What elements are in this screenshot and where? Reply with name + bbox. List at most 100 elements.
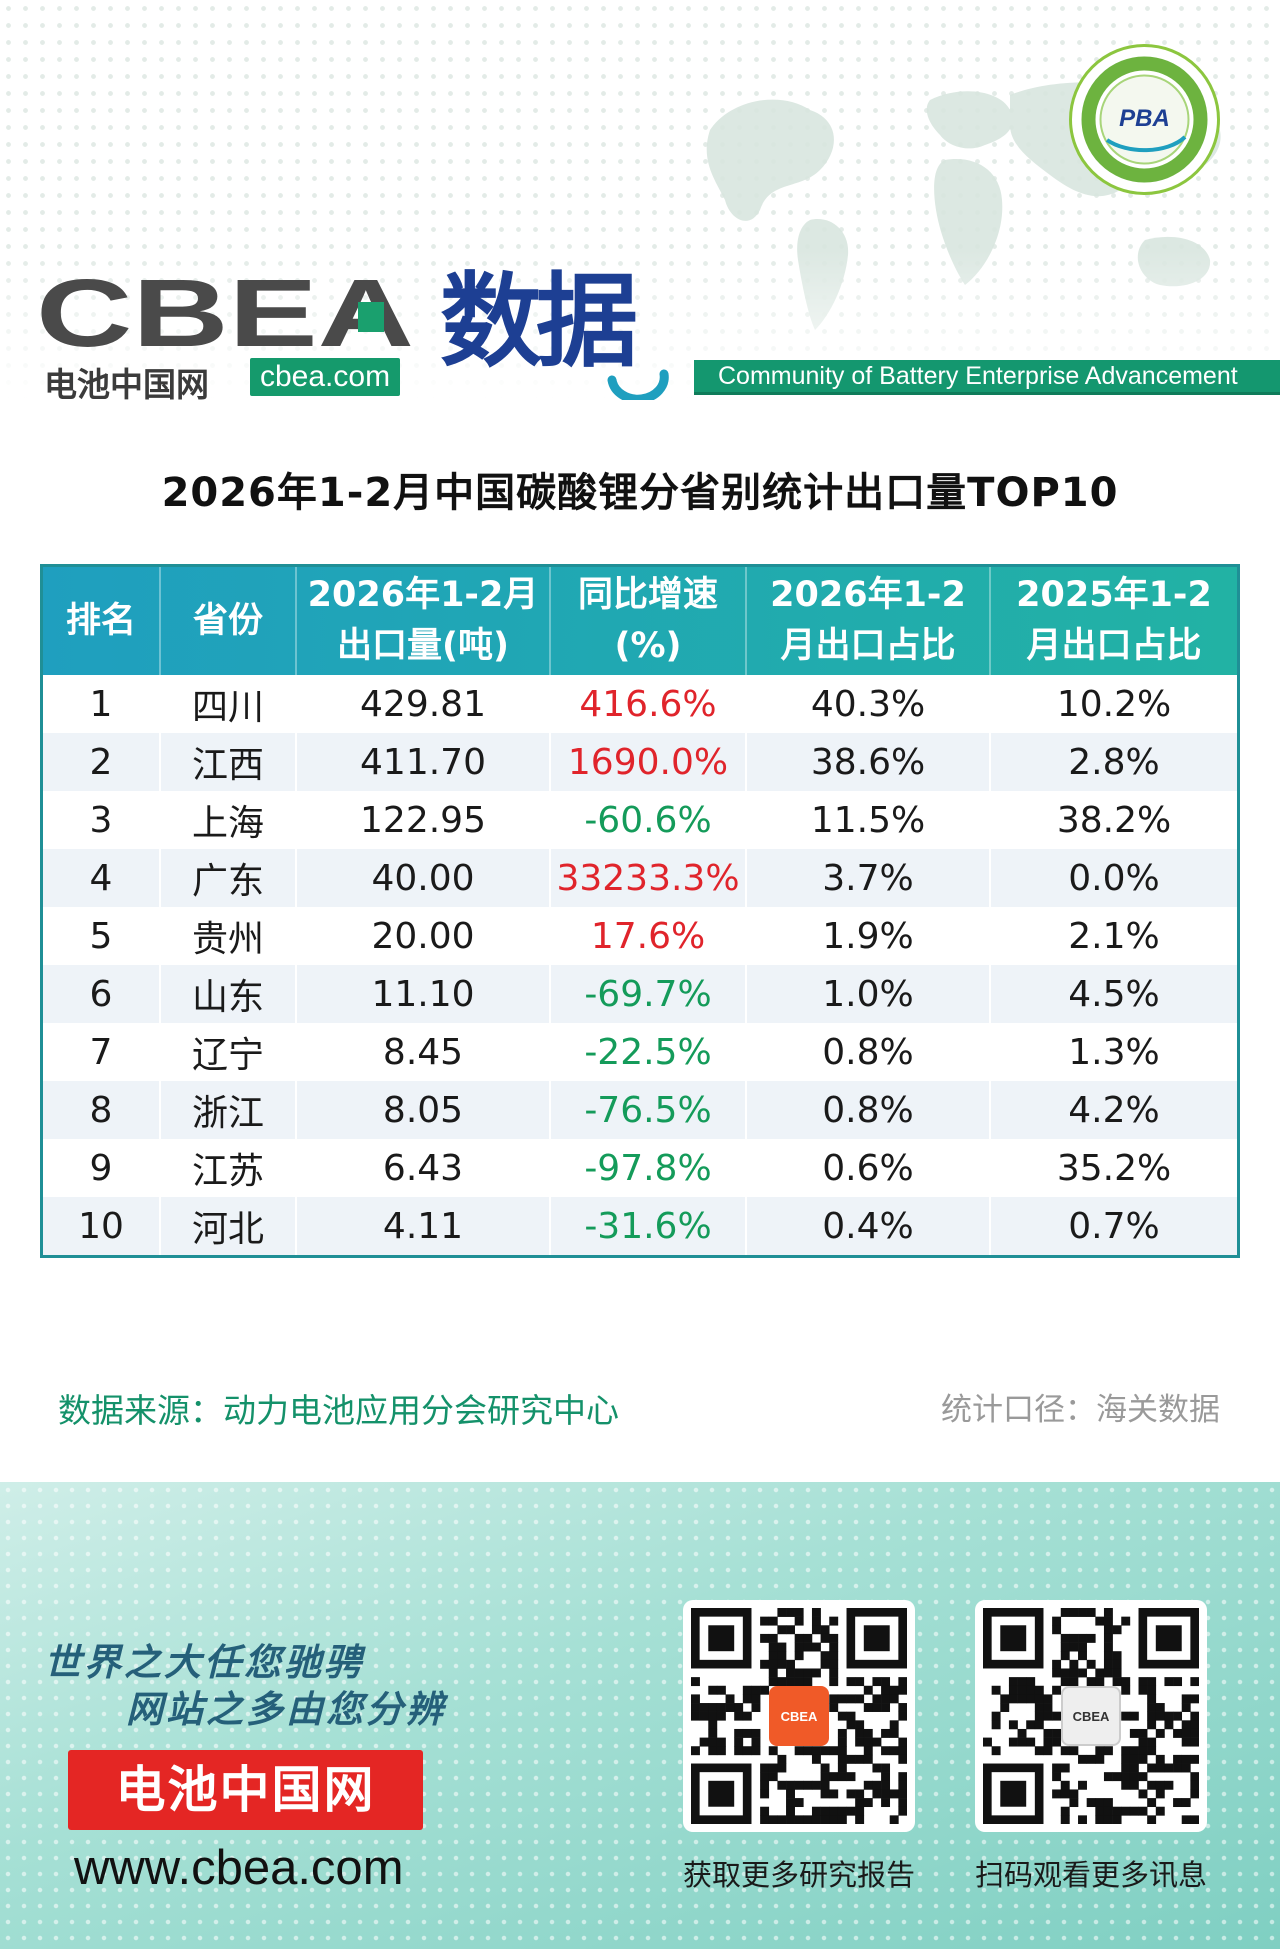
export-table: 排名 省份 2026年1-2月 出口量(吨) 同比增速 (%) 2026年1-2 月出…: [40, 564, 1240, 1258]
cell-share-2026: 1.9%: [747, 907, 991, 965]
cell-yoy: 1690.0%: [551, 733, 747, 791]
cell-province: 浙江: [161, 1081, 297, 1139]
qr-code-news[interactable]: CBEA: [975, 1600, 1207, 1832]
table-row: 3 上海 122.95 -60.6% 11.5% 38.2%: [43, 791, 1237, 849]
cell-share-2025: 4.2%: [1068, 1089, 1160, 1131]
cell-province: 上海: [161, 791, 297, 849]
pba-badge-logo: PBA: [1069, 44, 1220, 195]
footer-banner: 世界之大任您驰骋 网站之多由您分辨 电池中国网 www.cbea.com CBE…: [0, 1482, 1280, 1949]
cell-share-2025: 2.1%: [1068, 915, 1160, 957]
cell-yoy: -76.5%: [551, 1081, 747, 1139]
header-banner: PBA CBEA 电池中国网 cbea.com 数据 Community of …: [0, 0, 1280, 400]
cell-share-2026: 40.3%: [747, 675, 991, 733]
cell-share-2026: 0.8%: [747, 1081, 991, 1139]
community-underline: [694, 392, 1280, 395]
cell-rank: 3: [43, 791, 161, 849]
cell-province: 四川: [161, 675, 297, 733]
cell-province: 河北: [161, 1197, 297, 1255]
qr-center-logo: CBEA: [1061, 1686, 1121, 1746]
sub-brand-domain: cbea.com: [250, 358, 401, 396]
cell-share-2025: 0.7%: [1068, 1205, 1160, 1247]
cell-rank: 1: [43, 675, 161, 733]
cell-province: 江苏: [161, 1139, 297, 1197]
cell-share-2026: 11.5%: [747, 791, 991, 849]
table-row: 8 浙江 8.05 -76.5% 0.8% 4.2%: [43, 1081, 1237, 1139]
cbea-logo-wordmark: CBEA: [36, 274, 414, 354]
cell-rank: 8: [43, 1081, 161, 1139]
cell-rank: 7: [43, 1023, 161, 1081]
cell-share-2025: 35.2%: [1056, 1147, 1172, 1189]
page-title: 2026年1-2月中国碳酸锂分省别统计出口量TOP10: [161, 470, 1119, 516]
header-share-2025: 2025年1-2 月出口占比: [1016, 575, 1212, 666]
cell-province: 山东: [161, 965, 297, 1023]
cell-share-2025: 10.2%: [1056, 683, 1172, 725]
cell-export: 11.10: [297, 965, 551, 1023]
header-rank: 排名: [43, 567, 161, 675]
table-row: 4 广东 40.00 33233.3% 3.7% 0.0%: [43, 849, 1237, 907]
header-province: 省份: [161, 567, 297, 675]
footer-url[interactable]: www.cbea.com: [74, 1841, 404, 1895]
table-row: 9 江苏 6.43 -97.8% 0.6% 35.2%: [43, 1139, 1237, 1197]
data-source: 数据来源：动力电池应用分会研究中心: [58, 1391, 619, 1430]
cell-share-2025: 1.3%: [1068, 1031, 1160, 1073]
qr-code-reports[interactable]: CBEA: [683, 1600, 915, 1832]
table-body: 1 四川 429.81 416.6% 40.3% 10.2% 2 江西 411.70 1690.…: [43, 675, 1237, 1255]
cell-export: 8.05: [297, 1081, 551, 1139]
table-row: 5 贵州 20.00 17.6% 1.9% 2.1%: [43, 907, 1237, 965]
qr-caption-news: 扫码观看更多讯息: [974, 1858, 1207, 1892]
header-share-2026: 2026年1-2 月出口占比: [747, 567, 991, 675]
qr-code-pattern: [983, 1608, 1199, 1824]
cbea-logo-text: CBEA: [36, 274, 414, 354]
data-wordmark: 数据: [440, 263, 638, 382]
cell-yoy: -22.5%: [551, 1023, 747, 1081]
cell-share-2025: 4.5%: [1068, 973, 1160, 1015]
cell-rank: 6: [43, 965, 161, 1023]
cell-province: 广东: [161, 849, 297, 907]
table-row: 2 江西 411.70 1690.0% 38.6% 2.8%: [43, 733, 1237, 791]
cell-yoy: 17.6%: [551, 907, 747, 965]
cell-share-2025: 38.2%: [1056, 799, 1172, 841]
cell-province: 辽宁: [161, 1023, 297, 1081]
cell-province: 江西: [161, 733, 297, 791]
cell-export: 6.43: [297, 1139, 551, 1197]
sub-brand-name: 电池中国网: [44, 366, 209, 400]
cell-export: 8.45: [297, 1023, 551, 1081]
cell-share-2025: 0.0%: [1068, 857, 1160, 899]
header-export-volume: 2026年1-2月 出口量(吨): [297, 567, 551, 675]
cell-export: 20.00: [297, 907, 551, 965]
cell-yoy: -60.6%: [551, 791, 747, 849]
cell-yoy: -69.7%: [551, 965, 747, 1023]
table-row: 7 辽宁 8.45 -22.5% 0.8% 1.3%: [43, 1023, 1237, 1081]
cell-share-2026: 3.7%: [747, 849, 991, 907]
cell-export: 4.11: [297, 1197, 551, 1255]
cell-export: 411.70: [297, 733, 551, 791]
cell-rank: 4: [43, 849, 161, 907]
cell-yoy: -97.8%: [551, 1139, 747, 1197]
table-row: 1 四川 429.81 416.6% 40.3% 10.2%: [43, 675, 1237, 733]
qr-caption-reports: 获取更多研究报告: [682, 1858, 915, 1892]
cell-yoy: -31.6%: [551, 1197, 747, 1255]
cell-share-2026: 0.8%: [747, 1023, 991, 1081]
cell-export: 40.00: [297, 849, 551, 907]
table-header-row: 排名 省份 2026年1-2月 出口量(吨) 同比增速 (%) 2026年1-2 月出…: [43, 567, 1237, 675]
slogan-line-1: 世界之大任您驰骋: [44, 1641, 364, 1684]
cell-province: 贵州: [161, 907, 297, 965]
cell-rank: 2: [43, 733, 161, 791]
table-row: 10 河北 4.11 -31.6% 0.4% 0.7%: [43, 1197, 1237, 1255]
cell-export: 122.95: [297, 791, 551, 849]
cell-share-2026: 0.4%: [747, 1197, 991, 1255]
community-banner: Community of Battery Enterprise Advancem…: [694, 360, 1280, 392]
qr-code-pattern: [691, 1608, 907, 1824]
cell-yoy: 33233.3%: [551, 849, 747, 907]
footer-brand-logo: 电池中国网: [68, 1750, 423, 1830]
header-yoy-growth: 同比增速 (%): [551, 567, 747, 675]
cell-rank: 10: [43, 1197, 161, 1255]
cell-share-2026: 0.6%: [747, 1139, 991, 1197]
cell-export: 429.81: [297, 675, 551, 733]
data-scope: 统计口径：海关数据: [941, 1392, 1220, 1428]
slogan-line-2: 网站之多由您分辨: [126, 1688, 446, 1731]
data-ring-icon: [607, 369, 669, 400]
cell-yoy: 416.6%: [551, 675, 747, 733]
table-row: 6 山东 11.10 -69.7% 1.0% 4.5%: [43, 965, 1237, 1023]
cell-rank: 5: [43, 907, 161, 965]
